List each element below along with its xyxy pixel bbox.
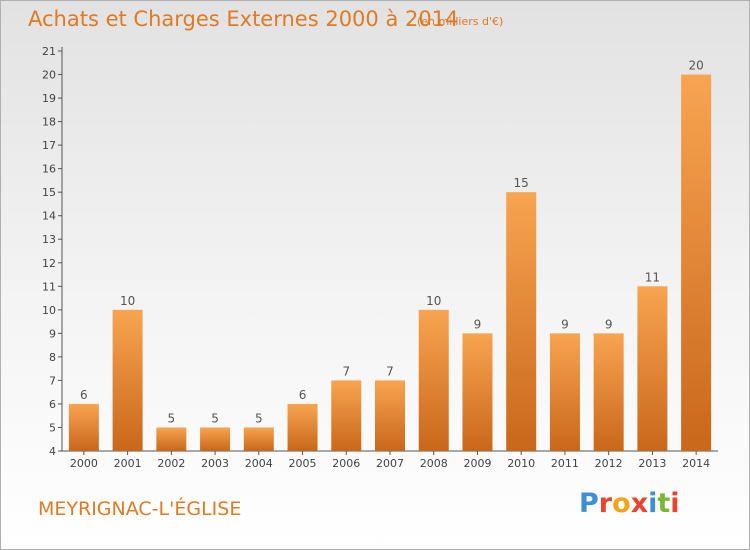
x-tick-label: 2013 <box>638 457 666 470</box>
data-label: 5 <box>168 411 176 425</box>
y-tick-label: 14 <box>42 210 56 223</box>
logo-letter: r <box>598 488 613 519</box>
data-label: 5 <box>255 411 263 425</box>
commune-name: MEYRIGNAC-L'ÉGLISE <box>38 498 242 520</box>
bar <box>200 427 231 451</box>
data-label: 10 <box>120 294 135 308</box>
logo-letter: t <box>657 488 671 519</box>
chart-title: Achats et Charges Externes 2000 à 2014 <box>28 7 459 31</box>
data-label: 11 <box>645 270 660 284</box>
y-tick-label: 13 <box>42 233 56 246</box>
x-tick-label: 2011 <box>551 457 579 470</box>
data-label: 5 <box>211 411 219 425</box>
x-tick-label: 2014 <box>682 457 710 470</box>
data-label: 7 <box>386 364 394 378</box>
x-tick-label: 2004 <box>245 457 273 470</box>
y-tick-label: 19 <box>42 92 56 105</box>
bar-chart: 4 5 6 7 8 9 10 11 12 13 14 15 16 17 18 19 20 21 2000 6 2001… <box>42 45 718 470</box>
bar <box>68 403 99 451</box>
data-label: 9 <box>474 317 482 331</box>
x-tick-label: 2009 <box>463 457 491 470</box>
x-tick-label: 2002 <box>157 457 185 470</box>
x-tick-label: 2003 <box>201 457 229 470</box>
y-tick-label: 4 <box>49 445 56 458</box>
y-tick-label: 9 <box>49 327 56 340</box>
x-tick-label: 2005 <box>289 457 317 470</box>
bar <box>418 309 449 451</box>
logo-letter: P <box>579 488 599 519</box>
bar <box>331 380 362 451</box>
bar <box>243 427 274 451</box>
y-tick-label: 20 <box>42 69 56 82</box>
y-tick-label: 11 <box>42 280 56 293</box>
y-tick-label: 12 <box>42 257 56 270</box>
bar <box>549 333 580 451</box>
y-tick-label: 8 <box>49 351 56 364</box>
y-tick-label: 18 <box>42 116 56 129</box>
bar <box>287 403 318 451</box>
x-tick-label: 2000 <box>70 457 98 470</box>
chart-subtitle: (en milliers d'€) <box>417 15 504 28</box>
data-label: 6 <box>80 388 88 402</box>
y-tick-label: 5 <box>49 421 56 434</box>
y-tick-label: 7 <box>49 374 56 387</box>
bar <box>375 380 405 451</box>
y-tick-label: 15 <box>42 186 56 199</box>
data-label: 9 <box>605 317 613 331</box>
data-label: 15 <box>514 176 529 190</box>
y-tick-label: 16 <box>42 163 56 176</box>
bar <box>681 74 712 451</box>
logo-letter: x <box>630 488 649 519</box>
bar <box>637 286 668 451</box>
x-tick-label: 2001 <box>114 457 142 470</box>
bar <box>506 192 537 452</box>
y-tick-label: 21 <box>42 45 56 58</box>
data-label: 6 <box>299 388 307 402</box>
bar <box>156 427 187 451</box>
x-tick-label: 2008 <box>420 457 448 470</box>
data-label: 10 <box>426 294 441 308</box>
logo-letter: i <box>648 488 658 519</box>
x-tick-label: 2012 <box>595 457 623 470</box>
x-tick-label: 2006 <box>332 457 360 470</box>
y-tick-label: 6 <box>49 398 56 411</box>
logo-letter: i <box>670 488 680 519</box>
y-tick-label: 17 <box>42 139 56 152</box>
data-label: 9 <box>561 317 569 331</box>
proxiti-logo: Proxiti <box>579 488 680 519</box>
data-label: 20 <box>688 59 703 73</box>
bar <box>462 333 493 451</box>
bar <box>593 333 624 451</box>
data-label: 7 <box>342 364 350 378</box>
logo-letter: o <box>612 488 631 519</box>
bar <box>112 309 143 451</box>
x-tick-label: 2007 <box>376 457 404 470</box>
x-tick-label: 2010 <box>507 457 535 470</box>
y-tick-label: 10 <box>42 304 56 317</box>
